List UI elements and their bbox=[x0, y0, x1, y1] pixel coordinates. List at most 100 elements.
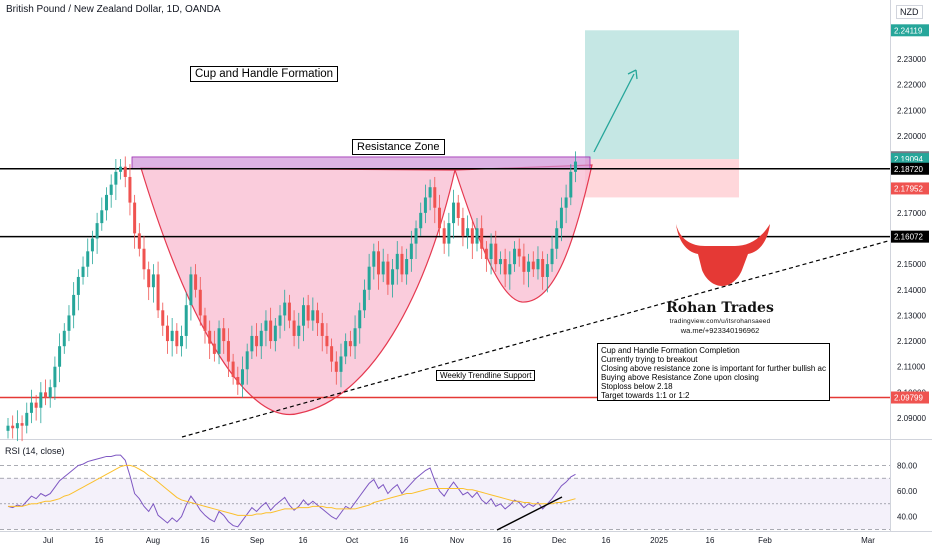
candle-body[interactable] bbox=[367, 266, 371, 290]
candle-body[interactable] bbox=[484, 248, 488, 260]
candle-body[interactable] bbox=[311, 310, 315, 321]
candle-body[interactable] bbox=[527, 261, 531, 272]
candle-body[interactable] bbox=[208, 330, 212, 344]
candle-body[interactable] bbox=[498, 259, 502, 265]
candle-body[interactable] bbox=[189, 274, 193, 306]
candle-body[interactable] bbox=[231, 361, 235, 377]
candle-body[interactable] bbox=[287, 302, 291, 321]
candle-body[interactable] bbox=[405, 259, 409, 275]
candle-body[interactable] bbox=[151, 274, 155, 288]
stoploss-zone[interactable] bbox=[585, 159, 739, 198]
candle-body[interactable] bbox=[442, 228, 446, 244]
candle-body[interactable] bbox=[330, 346, 334, 362]
candle-body[interactable] bbox=[133, 202, 137, 234]
candle-body[interactable] bbox=[222, 328, 226, 342]
candle-body[interactable] bbox=[362, 289, 366, 311]
candle-body[interactable] bbox=[353, 328, 357, 347]
resistance-zone[interactable] bbox=[131, 156, 591, 170]
candle-body[interactable] bbox=[34, 402, 38, 408]
candle-body[interactable] bbox=[461, 217, 465, 236]
candle-body[interactable] bbox=[53, 366, 57, 388]
candle-body[interactable] bbox=[39, 392, 43, 408]
candle-body[interactable] bbox=[241, 369, 244, 385]
candle-body[interactable] bbox=[452, 202, 456, 224]
candle-body[interactable] bbox=[433, 187, 437, 208]
candle-body[interactable] bbox=[555, 228, 559, 249]
candle-body[interactable] bbox=[273, 325, 277, 342]
candle-body[interactable] bbox=[86, 251, 90, 267]
candle-body[interactable] bbox=[320, 323, 324, 336]
weekly-trendline[interactable] bbox=[181, 240, 889, 438]
candle-body[interactable] bbox=[344, 341, 348, 357]
candle-body[interactable] bbox=[564, 197, 568, 208]
candle-body[interactable] bbox=[109, 184, 113, 195]
candle-body[interactable] bbox=[541, 259, 545, 277]
candle-body[interactable] bbox=[470, 228, 474, 244]
candle-body[interactable] bbox=[395, 253, 399, 270]
candle-body[interactable] bbox=[123, 166, 127, 177]
candle-body[interactable] bbox=[15, 423, 19, 429]
candle-body[interactable] bbox=[245, 351, 249, 370]
candle-body[interactable] bbox=[175, 330, 179, 347]
candle-body[interactable] bbox=[20, 423, 24, 426]
candle-body[interactable] bbox=[508, 264, 512, 275]
candle-body[interactable] bbox=[269, 320, 273, 342]
candle-body[interactable] bbox=[95, 223, 99, 239]
candle-body[interactable] bbox=[437, 207, 441, 229]
candle-body[interactable] bbox=[559, 207, 563, 229]
rsi-line[interactable] bbox=[7, 454, 576, 528]
candle-body[interactable] bbox=[297, 325, 301, 336]
candle-body[interactable] bbox=[114, 171, 118, 185]
candle-body[interactable] bbox=[264, 320, 268, 331]
candle-body[interactable] bbox=[391, 269, 395, 285]
candle-body[interactable] bbox=[137, 233, 141, 249]
candle-body[interactable] bbox=[161, 310, 165, 326]
candle-body[interactable] bbox=[67, 315, 71, 331]
candle-body[interactable] bbox=[569, 171, 573, 198]
candle-body[interactable] bbox=[62, 330, 66, 347]
candle-body[interactable] bbox=[184, 305, 188, 336]
candle-body[interactable] bbox=[513, 248, 517, 265]
target-zone[interactable] bbox=[585, 30, 739, 160]
candle-body[interactable] bbox=[6, 425, 10, 431]
candle-body[interactable] bbox=[283, 302, 287, 316]
candle-body[interactable] bbox=[550, 248, 554, 265]
candle-body[interactable] bbox=[90, 238, 94, 252]
candle-body[interactable] bbox=[456, 202, 460, 218]
candle-body[interactable] bbox=[147, 269, 151, 288]
candle-body[interactable] bbox=[203, 315, 207, 331]
candle-body[interactable] bbox=[100, 210, 104, 224]
candle-body[interactable] bbox=[503, 259, 507, 275]
candle-body[interactable] bbox=[381, 261, 385, 275]
candle-body[interactable] bbox=[48, 387, 52, 398]
candle-body[interactable] bbox=[194, 274, 198, 290]
rsi-ma-line[interactable] bbox=[8, 464, 576, 516]
candle-body[interactable] bbox=[536, 259, 540, 270]
candle-body[interactable] bbox=[428, 187, 432, 198]
candle-body[interactable] bbox=[72, 294, 76, 316]
candle-body[interactable] bbox=[447, 223, 451, 244]
candle-body[interactable] bbox=[76, 276, 80, 295]
candle-body[interactable] bbox=[316, 310, 320, 324]
candle-body[interactable] bbox=[278, 315, 282, 326]
candle-body[interactable] bbox=[400, 253, 404, 275]
analysis-note[interactable]: Cup and Handle Formation Completion Curr… bbox=[597, 343, 830, 401]
candle-body[interactable] bbox=[325, 335, 329, 347]
candle-body[interactable] bbox=[119, 166, 123, 172]
candle-body[interactable] bbox=[259, 330, 263, 347]
candle-body[interactable] bbox=[358, 310, 362, 329]
candle-body[interactable] bbox=[142, 248, 146, 270]
candle-body[interactable] bbox=[226, 341, 230, 362]
candle-body[interactable] bbox=[58, 346, 62, 367]
candle-body[interactable] bbox=[386, 261, 390, 285]
candle-body[interactable] bbox=[301, 305, 305, 326]
candle-body[interactable] bbox=[414, 228, 418, 244]
candle-body[interactable] bbox=[170, 330, 174, 342]
candle-body[interactable] bbox=[334, 361, 338, 372]
candle-body[interactable] bbox=[377, 251, 381, 275]
candle-body[interactable] bbox=[156, 274, 160, 311]
candle-body[interactable] bbox=[409, 243, 413, 260]
candle-body[interactable] bbox=[545, 264, 549, 277]
candle-body[interactable] bbox=[212, 343, 216, 354]
